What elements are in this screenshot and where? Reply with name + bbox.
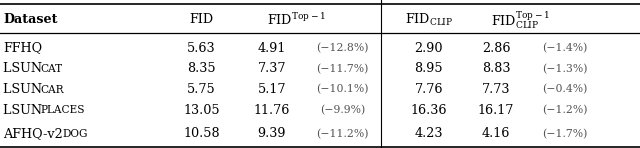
Text: 5.75: 5.75 xyxy=(188,83,216,96)
Text: 11.76: 11.76 xyxy=(254,104,290,117)
Text: 7.37: 7.37 xyxy=(258,62,286,75)
Text: CAR: CAR xyxy=(40,85,63,95)
Text: 7.76: 7.76 xyxy=(415,83,443,96)
Text: FID$^{\mathregular{Top-1}}$: FID$^{\mathregular{Top-1}}$ xyxy=(267,12,326,28)
Text: (−1.7%): (−1.7%) xyxy=(543,129,588,139)
Text: FID$^{\mathregular{Top-1}}_{\mathregular{CLIP}}$: FID$^{\mathregular{Top-1}}_{\mathregular… xyxy=(491,9,550,31)
Text: (−1.2%): (−1.2%) xyxy=(542,105,588,115)
Text: (−10.1%): (−10.1%) xyxy=(316,84,369,95)
Text: 10.58: 10.58 xyxy=(183,127,220,140)
Text: FID$_{\mathregular{CLIP}}$: FID$_{\mathregular{CLIP}}$ xyxy=(404,12,453,28)
Text: 4.16: 4.16 xyxy=(482,127,510,140)
Text: 7.73: 7.73 xyxy=(482,83,510,96)
Text: 2.90: 2.90 xyxy=(415,42,443,55)
Text: LSUN: LSUN xyxy=(3,62,46,75)
Text: 13.05: 13.05 xyxy=(183,104,220,117)
Text: AFHQ-v2: AFHQ-v2 xyxy=(3,127,67,140)
Text: (−11.2%): (−11.2%) xyxy=(316,129,369,139)
Text: FID: FID xyxy=(189,13,214,26)
Text: (−12.8%): (−12.8%) xyxy=(316,43,369,53)
Text: (−9.9%): (−9.9%) xyxy=(320,105,365,115)
Text: CAT: CAT xyxy=(40,64,62,74)
Text: LSUN: LSUN xyxy=(3,104,46,117)
Text: (−1.3%): (−1.3%) xyxy=(542,64,588,74)
Text: 8.35: 8.35 xyxy=(188,62,216,75)
Text: 8.83: 8.83 xyxy=(482,62,510,75)
Text: FFHQ: FFHQ xyxy=(3,42,42,55)
Text: 4.23: 4.23 xyxy=(415,127,443,140)
Text: PLACES: PLACES xyxy=(40,105,84,115)
Text: 9.39: 9.39 xyxy=(258,127,286,140)
Text: (−0.4%): (−0.4%) xyxy=(543,84,588,95)
Text: 4.91: 4.91 xyxy=(258,42,286,55)
Text: (−11.7%): (−11.7%) xyxy=(316,64,369,74)
Text: 8.95: 8.95 xyxy=(415,62,443,75)
Text: Dataset: Dataset xyxy=(3,13,58,26)
Text: 5.63: 5.63 xyxy=(188,42,216,55)
Text: DOG: DOG xyxy=(62,129,88,139)
Text: 5.17: 5.17 xyxy=(258,83,286,96)
Text: 16.36: 16.36 xyxy=(410,104,447,117)
Text: (−1.4%): (−1.4%) xyxy=(543,43,588,53)
Text: 2.86: 2.86 xyxy=(482,42,510,55)
Text: 16.17: 16.17 xyxy=(478,104,514,117)
Text: LSUN: LSUN xyxy=(3,83,46,96)
